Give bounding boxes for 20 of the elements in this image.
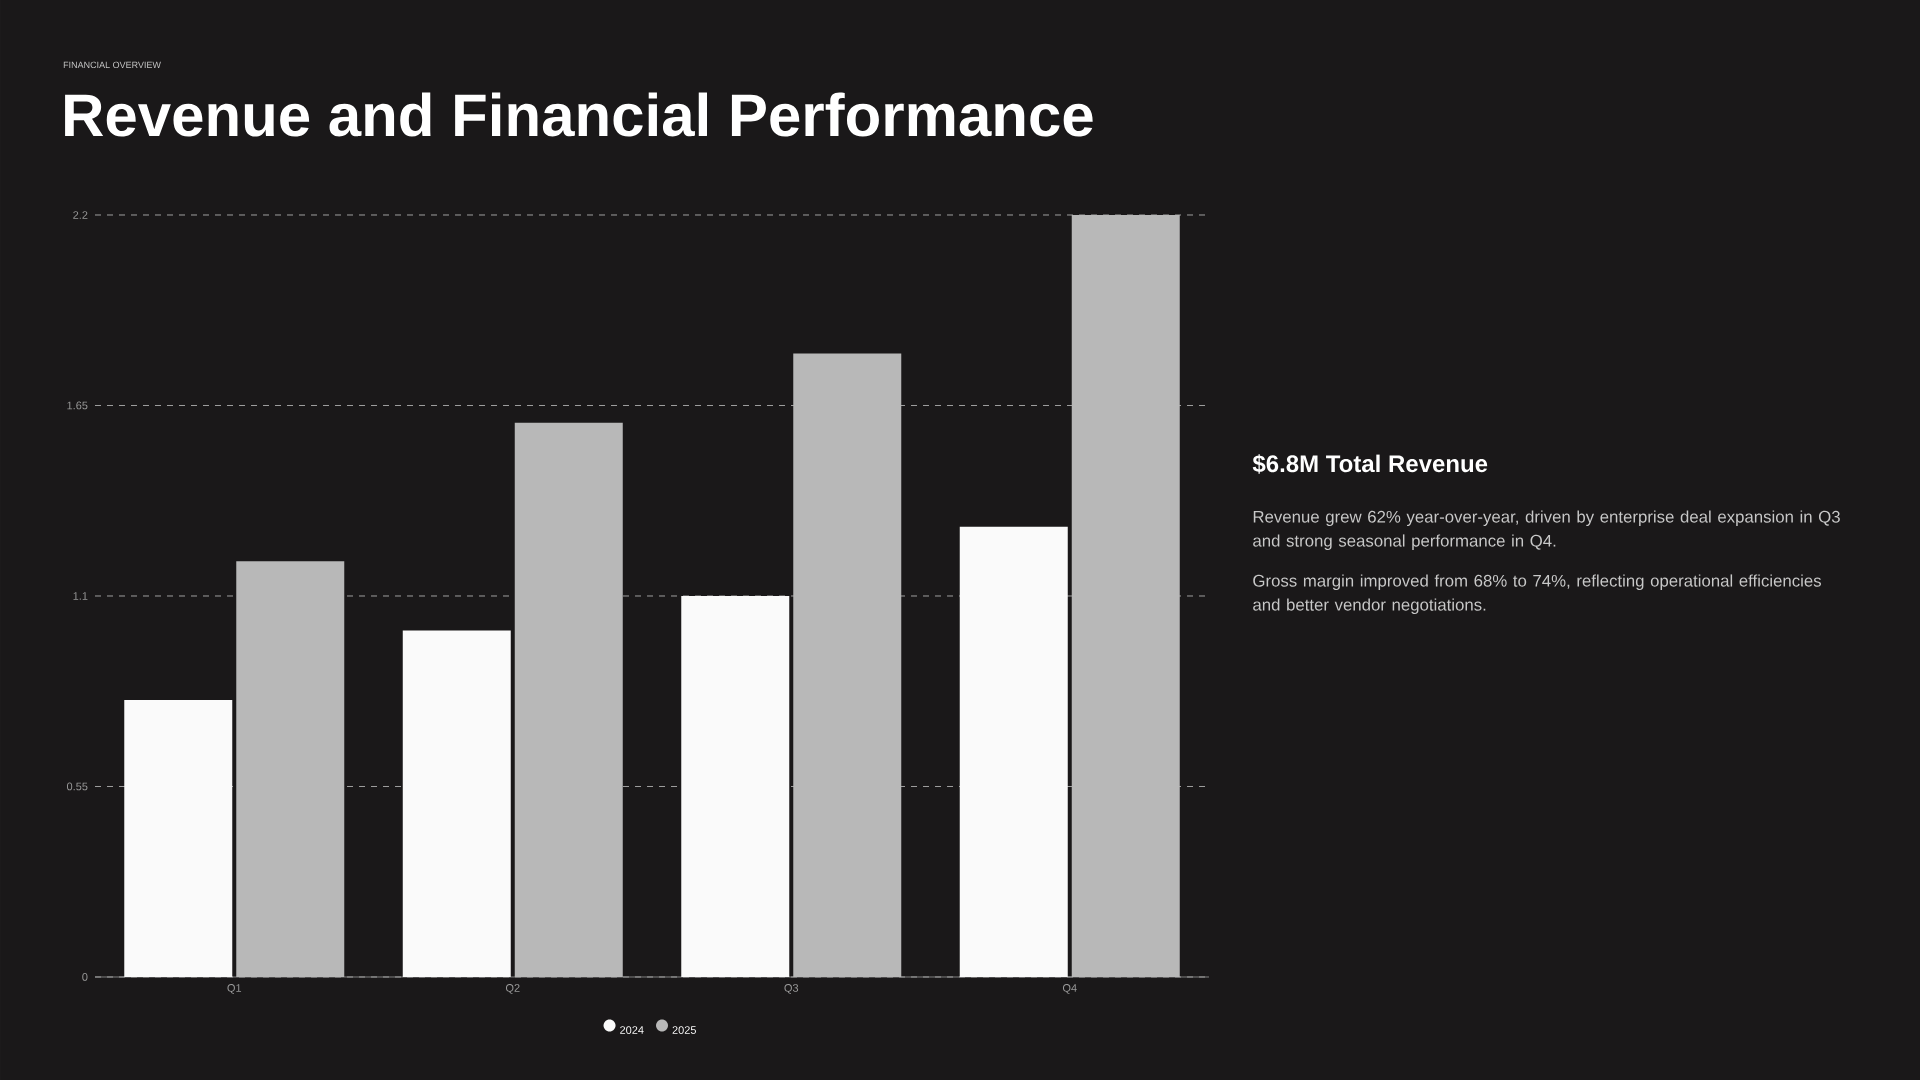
chart-subtitle: FINANCIAL OVERVIEW <box>63 61 161 69</box>
y-tick-label: 1.65 <box>67 401 88 410</box>
text: $6.8M Total Revenue <box>1252 454 1488 474</box>
bar <box>402 630 511 977</box>
chart-title: Revenue and Financial Performance <box>65 92 1093 137</box>
y-tick-label: 2.2 <box>73 211 88 219</box>
text: Revenue grew 62% year-over-year, driven by enterprise deal expansion in Q3 and strong seasonal performance in Q4. <box>1253 510 1840 551</box>
bar <box>124 699 233 977</box>
x-tick-label: Q3 <box>784 984 799 994</box>
text: Gross margin improved from 68% to 74%, reflecting operational efficiencies and better vendor negotiations. <box>1253 574 1822 615</box>
y-tick-label: 1.1 <box>73 592 88 600</box>
y-tick-label: 0.55 <box>66 782 88 791</box>
y-tick-label: 0 <box>82 973 88 981</box>
x-tick-label: Q1 <box>227 984 242 994</box>
bar <box>959 526 1068 977</box>
legend-label: 2024 <box>620 1026 644 1034</box>
x-tick-label: Q2 <box>505 984 520 994</box>
legend-label: 2025 <box>672 1026 696 1034</box>
x-tick-label: Q4 <box>1062 984 1077 994</box>
bar <box>681 595 790 977</box>
